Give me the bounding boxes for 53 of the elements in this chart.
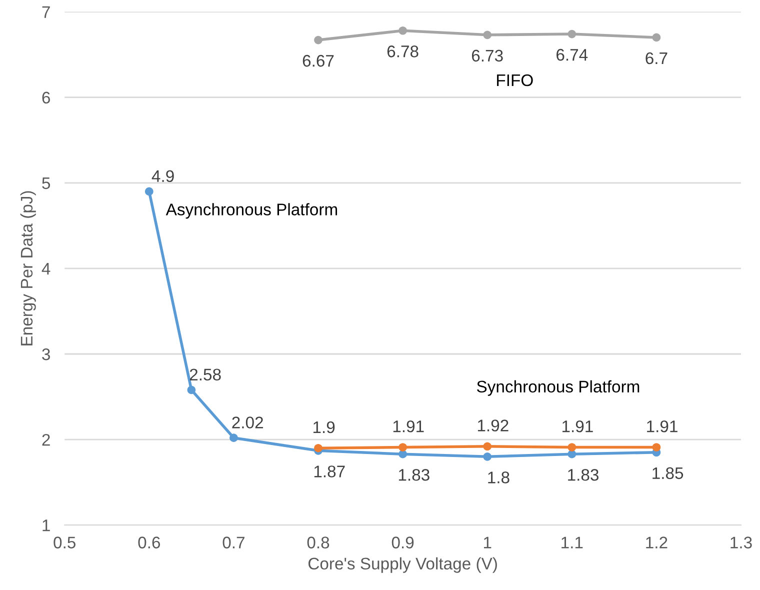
x-tick-label: 1.2 bbox=[646, 536, 668, 548]
data-label: 1.91 bbox=[393, 420, 424, 432]
point bbox=[652, 443, 661, 452]
point bbox=[483, 452, 492, 461]
x-tick-label: 1.3 bbox=[730, 536, 752, 548]
data-label: 1.9 bbox=[313, 421, 335, 434]
data-label: 1.87 bbox=[314, 466, 345, 478]
data-label: 1.92 bbox=[478, 420, 508, 432]
data-label: 1.83 bbox=[398, 468, 430, 481]
data-label: 1.85 bbox=[652, 467, 684, 480]
x-tick-label: 0.6 bbox=[138, 536, 160, 548]
series-label: Asynchronous Platform bbox=[166, 203, 338, 219]
text: FIFO bbox=[497, 74, 533, 86]
point bbox=[568, 30, 576, 38]
text: Synchronous Platform bbox=[476, 380, 640, 396]
data-label: 6.78 bbox=[387, 46, 418, 58]
data-label: 6.67 bbox=[302, 54, 334, 67]
point bbox=[144, 187, 154, 196]
y-tick-label: 3 bbox=[42, 348, 50, 360]
x-axis-title: Core's Supply Voltage (V) bbox=[308, 557, 497, 573]
y-tick-label: 4 bbox=[42, 263, 50, 274]
point bbox=[187, 386, 196, 394]
data-label: 1.83 bbox=[568, 468, 598, 481]
x-tick-label: 0.9 bbox=[392, 536, 414, 548]
point bbox=[398, 443, 407, 452]
point bbox=[314, 36, 322, 44]
data-label: 1.8 bbox=[488, 472, 510, 484]
x-tick-label: 0.7 bbox=[222, 536, 244, 548]
y-axis-title: Energy Per Data (pJ) bbox=[20, 191, 36, 346]
data-label: 2.02 bbox=[232, 416, 263, 428]
point bbox=[230, 434, 238, 442]
x-tick-label: 0.5 bbox=[54, 536, 76, 548]
data-label: 1.91 bbox=[647, 420, 678, 432]
point bbox=[398, 26, 407, 35]
data-label: 6.7 bbox=[646, 52, 668, 64]
point bbox=[568, 443, 576, 452]
y-tick-label: 5 bbox=[42, 177, 50, 190]
point bbox=[483, 442, 492, 451]
data-label: 4.9 bbox=[152, 170, 174, 182]
y-tick-label: 7 bbox=[42, 6, 50, 18]
y-tick-label: 6 bbox=[42, 92, 50, 104]
data-label: 6.73 bbox=[472, 50, 503, 62]
point bbox=[314, 444, 322, 452]
point bbox=[483, 30, 492, 40]
data-label: 2.58 bbox=[190, 368, 221, 381]
data-label: 6.74 bbox=[556, 48, 588, 61]
x-tick-label: 1.1 bbox=[562, 536, 583, 548]
point bbox=[652, 33, 661, 42]
data-label: 1.91 bbox=[562, 420, 593, 432]
x-tick-label: 1 bbox=[484, 536, 492, 548]
y-tick-label: 2 bbox=[42, 434, 50, 446]
y-tick-label: 1 bbox=[42, 520, 50, 532]
x-tick-label: 0.8 bbox=[307, 536, 330, 548]
